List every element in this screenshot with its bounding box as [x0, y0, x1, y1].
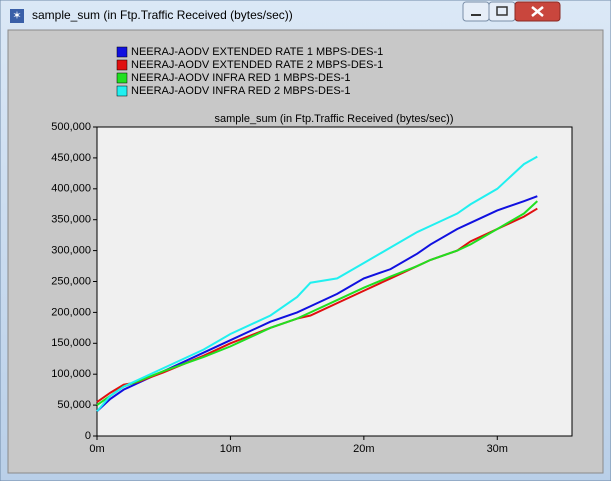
y-tick-label: 250,000: [51, 275, 91, 287]
series-line: [96, 200, 538, 406]
legend-swatch: [116, 72, 128, 84]
legend-swatch: [116, 59, 128, 71]
legend-label: NEERAJ-AODV INFRA RED 1 MBPS-DES-1: [131, 72, 350, 84]
legend-label: NEERAJ-AODV EXTENDED RATE 1 MBPS-DES-1: [131, 46, 383, 58]
window-title: sample_sum (in Ftp.Traffic Received (byt…: [32, 8, 293, 22]
y-tick-label: 450,000: [51, 152, 91, 164]
legend-label: NEERAJ-AODV INFRA RED 2 MBPS-DES-1: [131, 85, 350, 97]
x-tick-label: 30m: [487, 443, 508, 455]
y-tick-label: 0: [85, 430, 91, 442]
legend-swatch: [116, 85, 128, 97]
y-tick-label: 350,000: [51, 214, 91, 226]
x-tick-label: 10m: [220, 443, 241, 455]
y-tick-label: 500,000: [51, 121, 91, 133]
window-icon: [10, 9, 24, 23]
plot-area: [96, 126, 573, 437]
chart-title: sample_sum (in Ftp.Traffic Received (byt…: [214, 113, 453, 125]
close-glyph: [531, 6, 544, 17]
y-tick-label: 150,000: [51, 337, 91, 349]
series-line: [96, 155, 538, 412]
y-tick-label: 50,000: [57, 399, 91, 411]
x-tick-label: 20m: [353, 443, 374, 455]
legend-swatch: [116, 46, 128, 58]
maximize-button[interactable]: [488, 1, 516, 22]
legend-label: NEERAJ-AODV EXTENDED RATE 2 MBPS-DES-1: [131, 59, 383, 71]
y-tick-label: 300,000: [51, 245, 91, 257]
y-tick-label: 400,000: [51, 183, 91, 195]
maximize-glyph: [496, 6, 508, 16]
window-icon-glyph: ✶: [12, 10, 21, 22]
minimize-button[interactable]: [462, 1, 490, 22]
y-tick-label: 100,000: [51, 368, 91, 380]
x-tick-label: 0m: [89, 443, 104, 455]
y-tick-label: 200,000: [51, 306, 91, 318]
